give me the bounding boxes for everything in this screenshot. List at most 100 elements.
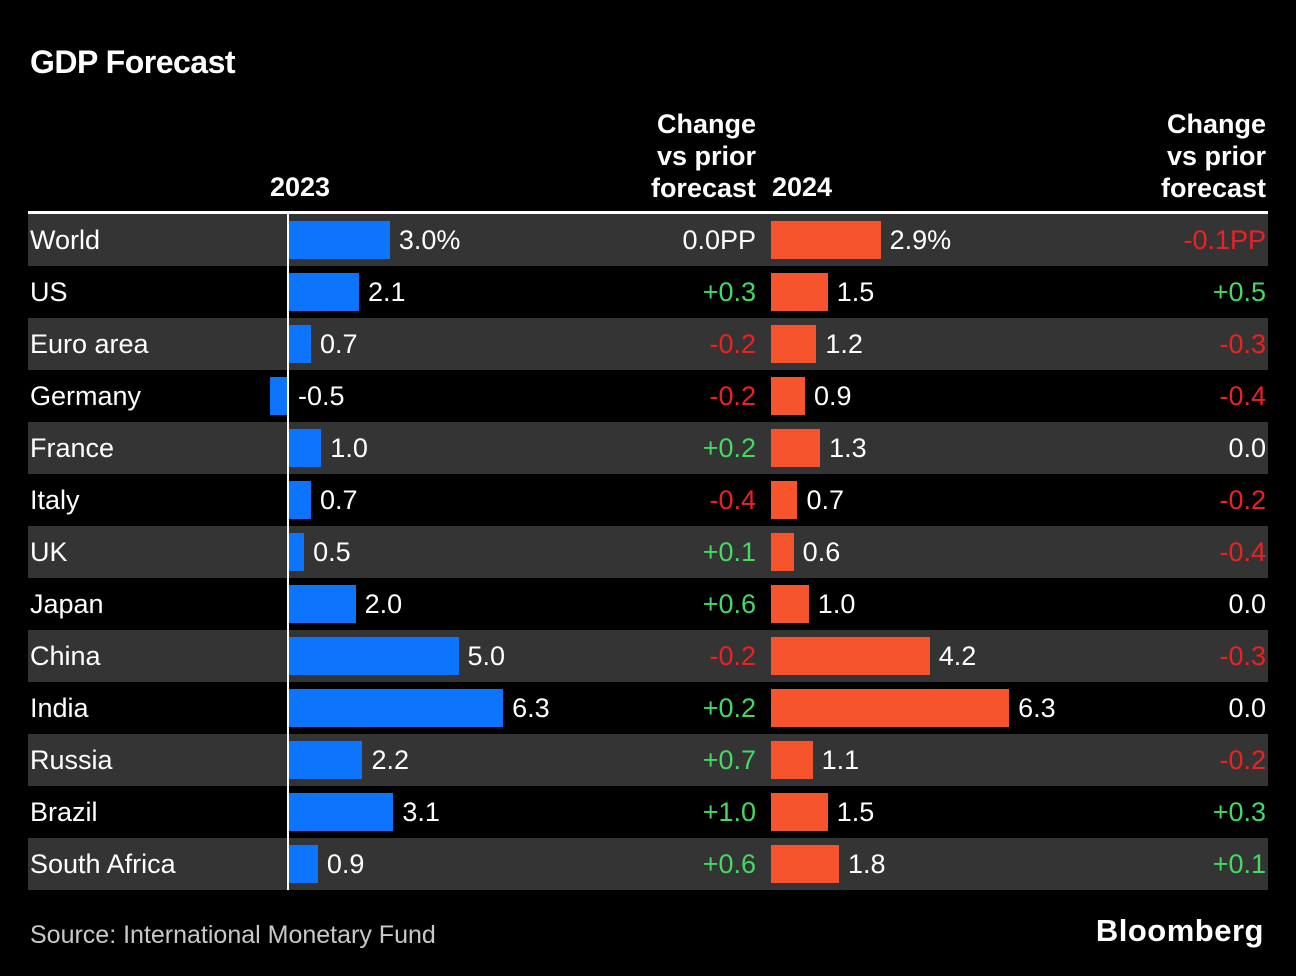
- chart-title: GDP Forecast: [30, 44, 236, 80]
- gdp-2023-value: 2.0: [364, 589, 403, 619]
- gdp-2023-value: 5.0: [467, 641, 506, 671]
- gdp-2023-bar: [287, 585, 356, 623]
- gdp-2023-value: 0.7: [320, 329, 358, 359]
- gdp-2023-bar: [287, 221, 390, 259]
- change-2024-value: -0.2: [1219, 745, 1266, 775]
- column-header-change-2024: Change vs prior forecast: [1066, 108, 1266, 204]
- gdp-2024-value: 4.2: [938, 641, 977, 671]
- gdp-2024-value: 1.3: [829, 433, 867, 463]
- column-header-2024: 2024: [772, 172, 833, 202]
- column-header-change-line: Change: [1166, 109, 1266, 139]
- gdp-2023-bar: [287, 481, 311, 519]
- gdp-2024-value: 2.9%: [889, 225, 952, 255]
- gdp-2023-bar: [287, 793, 394, 831]
- change-2023-value: +1.0: [702, 797, 756, 827]
- change-2023-value: 0.0PP: [682, 225, 756, 255]
- column-header-change-line: Change: [656, 109, 756, 139]
- table-row: Brazil 3.1 +1.0 1.5 +0.3: [28, 786, 1268, 838]
- column-header-change-line: vs prior: [1166, 141, 1266, 171]
- country-label: Euro area: [30, 329, 149, 359]
- change-2023-value: -0.2: [709, 381, 756, 411]
- gdp-2023-value: 6.3: [512, 693, 550, 723]
- source-credit: Source: International Monetary Fund: [30, 921, 436, 949]
- table-row: Russia 2.2 +0.7 1.1 -0.2: [28, 734, 1268, 786]
- country-label: South Africa: [30, 849, 176, 879]
- table-row: Italy 0.7 -0.4 0.7 -0.2: [28, 474, 1268, 526]
- gdp-2024-bar: [771, 533, 794, 571]
- gdp-2024-bar: [771, 273, 828, 311]
- gdp-2024-value: 1.0: [817, 589, 856, 619]
- change-2024-value: -0.1PP: [1183, 225, 1266, 255]
- gdp-2023-bar: [287, 533, 305, 571]
- country-label: India: [30, 693, 89, 723]
- change-2024-value: 0.0: [1228, 433, 1266, 463]
- change-2024-value: -0.3: [1219, 641, 1266, 671]
- change-2024-value: +0.1: [1212, 849, 1266, 879]
- country-label: Russia: [30, 745, 113, 775]
- column-header-change-2023: Change vs prior forecast: [556, 108, 756, 204]
- gdp-2024-value: 6.3: [1018, 693, 1056, 723]
- country-label: Italy: [30, 485, 80, 515]
- change-2024-value: -0.4: [1219, 381, 1266, 411]
- country-label: UK: [30, 537, 68, 567]
- country-label: Japan: [30, 589, 104, 619]
- country-label: Germany: [30, 381, 142, 411]
- gdp-2023-bar: [287, 845, 318, 883]
- gdp-2024-bar: [771, 429, 821, 467]
- gdp-2024-value: 0.7: [806, 485, 844, 515]
- gdp-2023-bar: [287, 637, 459, 675]
- gdp-2023-value: 0.7: [320, 485, 358, 515]
- gdp-2024-bar: [771, 325, 817, 363]
- gdp-2024-value: 1.5: [836, 277, 875, 307]
- gdp-2023-bar: [287, 273, 360, 311]
- gdp-2024-bar: [771, 377, 806, 415]
- change-2023-value: -0.4: [709, 485, 756, 515]
- country-label: China: [30, 641, 101, 671]
- table-body: World 3.0% 0.0PP 2.9% -0.1PP US 2.1 +0.3…: [28, 214, 1268, 890]
- gdp-2023-bar: [287, 741, 363, 779]
- table-row: UK 0.5 +0.1 0.6 -0.4: [28, 526, 1268, 578]
- gdp-2024-value: 1.2: [825, 329, 863, 359]
- gdp-2023-value: 3.1: [402, 797, 440, 827]
- change-2023-value: -0.2: [709, 329, 756, 359]
- change-2024-value: 0.0: [1228, 589, 1266, 619]
- change-2023-value: +0.2: [702, 433, 756, 463]
- gdp-2024-bar: [771, 481, 798, 519]
- gdp-2024-value: 0.9: [814, 381, 852, 411]
- change-2023-value: +0.7: [702, 745, 756, 775]
- change-2023-value: +0.6: [702, 589, 756, 619]
- gdp-2023-value: 0.5: [313, 537, 351, 567]
- country-label: France: [30, 433, 115, 463]
- gdp-2024-value: 1.5: [836, 797, 875, 827]
- change-2024-value: -0.4: [1219, 537, 1266, 567]
- table-top-divider: [28, 211, 1268, 214]
- gdp-2024-value: 1.1: [821, 745, 860, 775]
- column-header-change-line: forecast: [650, 173, 756, 203]
- gdp-2024-bar: [771, 793, 828, 831]
- table-row: Germany -0.5 -0.2 0.9 -0.4: [28, 370, 1268, 422]
- gdp-2023-value: 0.9: [326, 849, 365, 879]
- table-row: US 2.1 +0.3 1.5 +0.5: [28, 266, 1268, 318]
- gdp-2024-bar: [771, 585, 809, 623]
- gdp-2023-bar: [287, 325, 311, 363]
- change-2023-value: -0.2: [709, 641, 756, 671]
- table-row: Japan 2.0 +0.6 1.0 0.0: [28, 578, 1268, 630]
- gdp-2023-bar: [287, 429, 322, 467]
- table-row: World 3.0% 0.0PP 2.9% -0.1PP: [28, 214, 1268, 266]
- change-2024-value: -0.2: [1219, 485, 1266, 515]
- table-row: France 1.0 +0.2 1.3 0.0: [28, 422, 1268, 474]
- gdp-2023-bar: [269, 377, 287, 415]
- gdp-2023-value: 1.0: [330, 433, 368, 463]
- column-header-change-line: vs prior: [656, 141, 756, 171]
- change-2024-value: 0.0: [1228, 693, 1266, 723]
- change-2023-value: +0.6: [702, 849, 756, 879]
- column-header-change-line: forecast: [1160, 173, 1266, 203]
- gdp-2023-value: -0.5: [298, 381, 345, 411]
- country-label: Brazil: [30, 797, 98, 827]
- table-row: Euro area 0.7 -0.2 1.2 -0.3: [28, 318, 1268, 370]
- zero-baseline-2023: [287, 211, 289, 890]
- gdp-2023-value: 2.1: [368, 277, 406, 307]
- column-header-2023: 2023: [270, 172, 331, 202]
- gdp-2023-value: 2.2: [371, 745, 409, 775]
